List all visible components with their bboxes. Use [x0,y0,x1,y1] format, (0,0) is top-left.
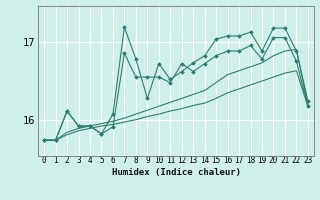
X-axis label: Humidex (Indice chaleur): Humidex (Indice chaleur) [111,168,241,177]
